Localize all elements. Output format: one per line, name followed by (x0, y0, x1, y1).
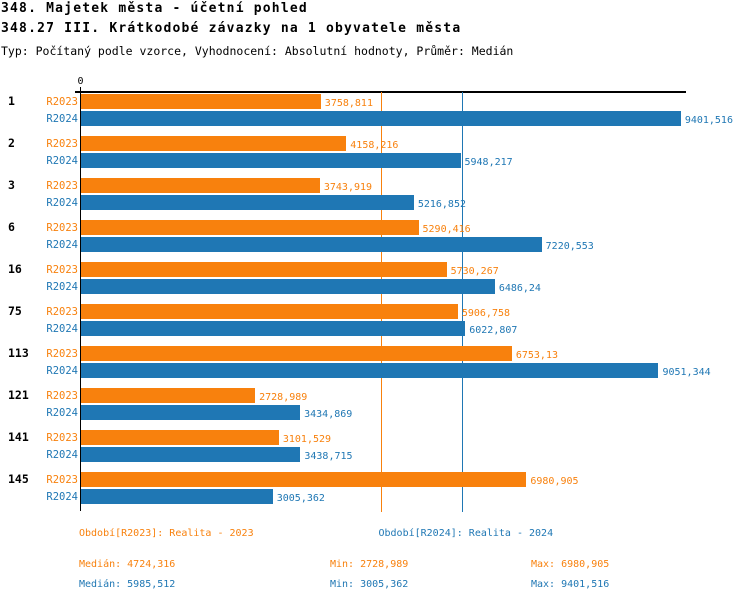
bar-value-r2024: 6022,807 (469, 324, 518, 336)
category-label: 6 (8, 220, 15, 234)
series-label-r2024: R2024 (46, 112, 78, 125)
bar-value-r2024: 5216,852 (417, 198, 466, 210)
stat-median-r2023: Medián: 4724,316 (79, 559, 176, 570)
category-label: 2 (8, 136, 15, 150)
x-axis-zero-label: 0 (77, 75, 84, 87)
bar-r2023 (81, 303, 458, 319)
bar-r2024 (81, 404, 301, 420)
bar-value-r2023: 3743,919 (323, 181, 373, 193)
bar-r2024 (81, 194, 414, 210)
series-label-r2024: R2024 (46, 238, 78, 251)
category-label: 3 (8, 178, 15, 192)
bar-value-r2024: 3005,362 (276, 492, 325, 504)
series-label-r2023: R2023 (46, 389, 78, 402)
series-label-r2023: R2023 (46, 179, 78, 192)
bar-value-r2023: 6753,13 (515, 349, 558, 361)
series-label-r2024: R2024 (46, 448, 78, 461)
bar-value-r2023: 6980,905 (530, 475, 579, 487)
stat-median-r2024: Medián: 5985,512 (79, 579, 176, 590)
series-label-r2023: R2023 (46, 263, 78, 276)
category-label: 16 (8, 262, 22, 276)
bar-r2024 (81, 278, 495, 294)
series-label-r2024: R2024 (46, 406, 78, 419)
stat-max-r2023: Max: 6980,905 (531, 559, 610, 570)
bar-r2023 (81, 345, 512, 361)
bar-r2024 (81, 446, 301, 462)
bar-r2024 (81, 362, 659, 378)
chart-subtitle: 348.27 III. Krátkodobé závazky na 1 obyv… (1, 21, 462, 37)
series-label-r2024: R2024 (46, 196, 78, 209)
legend-label-r2024: Období[R2024]: Realita - 2024 (378, 528, 554, 539)
category-label: 145 (8, 472, 29, 486)
bar-r2024 (81, 488, 273, 504)
bar-r2023 (81, 261, 447, 277)
series-label-r2024: R2024 (46, 154, 78, 167)
category-label: 141 (8, 430, 29, 444)
bar-r2023 (81, 177, 320, 193)
bar-r2024 (81, 110, 681, 126)
bar-value-r2023: 5906,758 (461, 307, 511, 319)
bar-r2023 (81, 219, 419, 235)
category-label: 113 (8, 346, 29, 360)
bar-r2023 (81, 471, 527, 487)
bar-value-r2023: 5730,267 (450, 265, 499, 277)
bar-value-r2024: 3438,715 (304, 450, 353, 462)
series-label-r2023: R2023 (46, 431, 78, 444)
y-axis-line (79, 91, 82, 511)
category-label: 1 (8, 94, 15, 108)
series-label-r2023: R2023 (46, 473, 78, 486)
bar-value-r2024: 7220,553 (545, 240, 594, 252)
category-label: 121 (8, 388, 29, 402)
stat-min-r2024: Min: 3005,362 (330, 579, 409, 590)
series-label-r2024: R2024 (46, 364, 78, 377)
series-label-r2023: R2023 (46, 221, 78, 234)
median-line-r2023 (381, 92, 383, 512)
page-title: 348. Majetek města - účetní pohled (1, 1, 308, 16)
stat-min-r2023: Min: 2728,989 (330, 559, 409, 570)
bar-value-r2024: 5948,217 (464, 156, 513, 168)
bar-value-r2023: 3101,529 (282, 433, 332, 445)
bar-r2024 (81, 320, 466, 336)
bar-value-r2023: 5290,416 (422, 223, 471, 235)
category-label: 75 (8, 304, 22, 318)
bar-r2023 (81, 135, 347, 151)
bar-r2023 (81, 387, 256, 403)
series-label-r2023: R2023 (46, 95, 78, 108)
stat-max-r2024: Max: 9401,516 (531, 579, 610, 590)
bar-value-r2024: 6486,24 (498, 282, 541, 294)
bar-value-r2023: 3758,811 (324, 97, 373, 109)
bar-value-r2024: 3434,869 (304, 408, 353, 420)
x-axis-zero-tick (79, 86, 82, 92)
bar-r2024 (81, 236, 542, 252)
chart-meta-info: Typ: Počítaný podle vzorce, Vyhodnocení:… (1, 44, 514, 58)
median-line-r2024 (461, 92, 463, 512)
bar-value-r2024: 9401,516 (684, 114, 733, 126)
bar-value-r2023: 2728,989 (259, 391, 308, 403)
series-label-r2024: R2024 (46, 322, 78, 335)
series-label-r2023: R2023 (46, 347, 78, 360)
series-label-r2024: R2024 (46, 280, 78, 293)
bar-value-r2023: 4158,216 (350, 139, 399, 151)
series-label-r2023: R2023 (46, 137, 78, 150)
x-axis-line (75, 91, 686, 93)
bar-r2023 (81, 429, 279, 445)
bar-r2024 (81, 152, 461, 168)
bar-r2023 (81, 93, 321, 109)
series-label-r2024: R2024 (46, 490, 78, 503)
bar-value-r2024: 9051,344 (662, 366, 711, 378)
series-label-r2023: R2023 (46, 305, 78, 318)
legend-label-r2023: Období[R2023]: Realita - 2023 (79, 528, 254, 539)
